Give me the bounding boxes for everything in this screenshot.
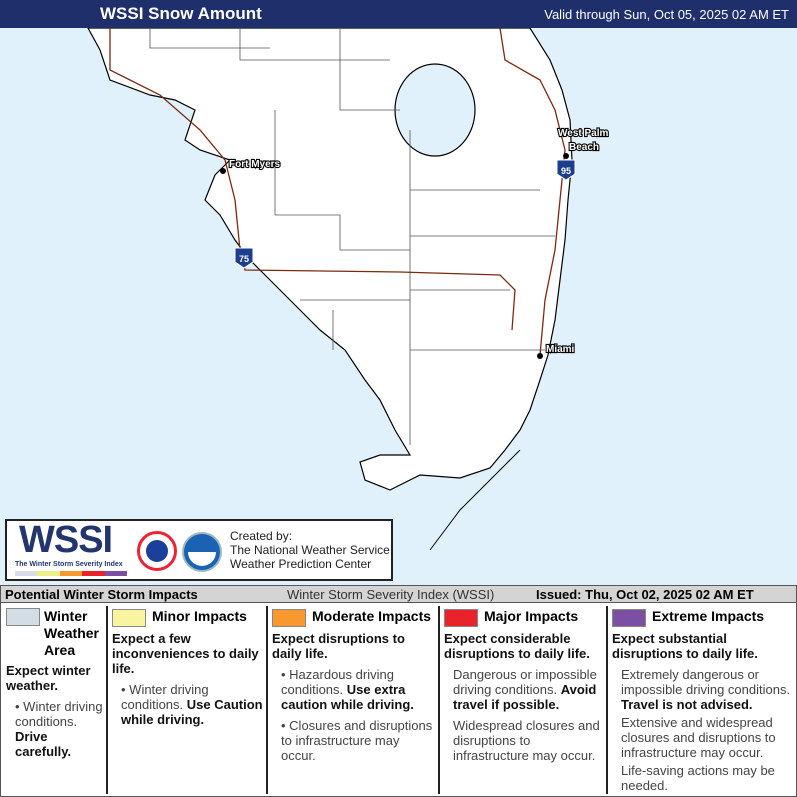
map-area[interactable]: Fort Myers West Palm Beach Miami 75 95: [0, 28, 797, 585]
legend-title: Potential Winter Storm Impacts: [5, 587, 198, 602]
swatch: [6, 608, 40, 626]
swatch: [612, 608, 646, 627]
svg-text:75: 75: [239, 254, 249, 264]
county-lines: [149, 28, 555, 445]
shield-i75: 75: [234, 247, 254, 269]
issued-time: Issued: Thu, Oct 02, 2025 02 AM ET: [536, 587, 754, 602]
roads: [109, 28, 566, 356]
wssi-logo: WSSI: [19, 519, 113, 561]
city-west-palm-beach: Beach: [569, 142, 599, 153]
svg-text:95: 95: [561, 166, 571, 176]
legend-col-extreme: Extreme Impacts Expect substantial disru…: [612, 608, 791, 793]
lake-okeechobee: [394, 63, 476, 157]
shield-i95: 95: [556, 159, 576, 181]
header-bar: WSSI Snow Amount Valid through Sun, Oct …: [0, 0, 797, 28]
legend-index: Winter Storm Severity Index (WSSI): [287, 587, 495, 602]
logo-panel: WSSI The Winter Storm Severity Index Cre…: [5, 519, 393, 581]
valid-time: Valid through Sun, Oct 05, 2025 02 AM ET: [544, 7, 789, 22]
city-fort-myers: Fort Myers: [229, 159, 281, 170]
land: [87, 28, 573, 491]
swatch: [272, 608, 306, 627]
legend-col-winter: Winter Weather Area Expect winter weathe…: [6, 608, 103, 759]
nws-logo-icon: [137, 531, 177, 571]
legend-header: Potential Winter Storm Impacts Winter St…: [1, 586, 796, 603]
wssi-color-bar: [15, 571, 128, 576]
credit-text: Created by: The National Weather Service W…: [230, 529, 390, 571]
legend-col-major: Major Impacts Expect considerable disrup…: [444, 608, 600, 763]
florida-map: Fort Myers West Palm Beach Miami 75 95: [87, 28, 610, 551]
city-miami: Miami: [546, 344, 575, 355]
legend-col-minor: Minor Impacts Expect a few inconvenience…: [112, 608, 263, 727]
legend-col-moderate: Moderate Impacts Expect disruptions to d…: [272, 608, 433, 763]
noaa-logo-icon: [182, 532, 222, 572]
keys: [429, 449, 521, 551]
wssi-subtitle: The Winter Storm Severity Index: [15, 561, 123, 568]
swatch: [112, 608, 146, 627]
swatch: [444, 608, 478, 627]
impact-legend: Potential Winter Storm Impacts Winter St…: [0, 585, 797, 797]
map-title: WSSI Snow Amount: [100, 4, 262, 23]
city-west-palm: West Palm: [558, 128, 608, 139]
